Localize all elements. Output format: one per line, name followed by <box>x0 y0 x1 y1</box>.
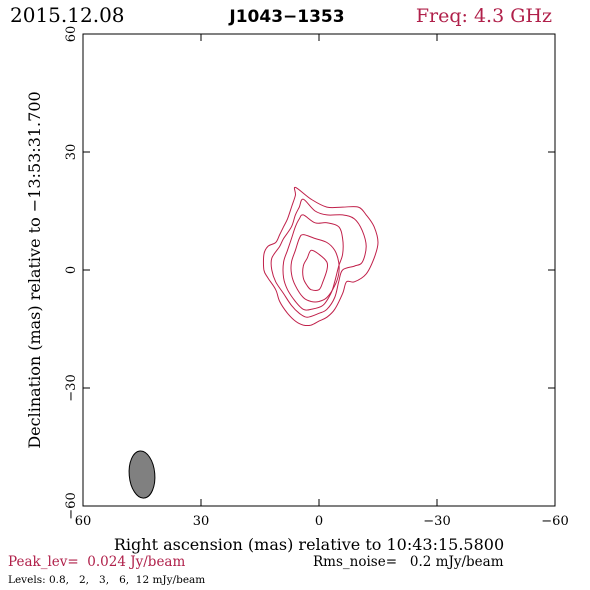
header-source-name: J1043−1353 <box>228 7 344 27</box>
axis-ticks <box>82 33 556 507</box>
x-tick-label: 30 <box>193 514 210 529</box>
plot-frame <box>82 33 556 507</box>
header-date: 2015.12.08 <box>10 3 125 27</box>
peak-level-text: Peak_lev= 0.024 Jy/beam <box>8 554 185 570</box>
contour-level-1 <box>262 186 379 327</box>
axis-tick-labels: 60 30 0 −30 −60 −60 −30 0 30 60 <box>64 26 569 529</box>
beam-shape <box>128 450 156 499</box>
contour-levels-text: Levels: 0.8, 2, 3, 6, 12 mJy/beam <box>8 574 205 586</box>
beam-ellipse <box>128 450 156 499</box>
x-tick-label: 0 <box>315 514 323 529</box>
x-tick-label: −30 <box>423 514 450 529</box>
rms-noise-text: Rms_noise= 0.2 mJy/beam <box>313 554 504 570</box>
x-axis-label: Right ascension (mas) relative to 10:43:… <box>114 535 504 554</box>
y-tick-label: 0 <box>64 266 79 274</box>
header-frequency: Freq: 4.3 GHz <box>416 5 552 27</box>
y-axis-label: Declination (mas) relative to −13:53:31.… <box>25 91 44 448</box>
contour-level-2 <box>270 198 367 318</box>
y-tick-label: 60 <box>64 26 79 43</box>
y-tick-label: 30 <box>64 144 79 161</box>
y-tick-label: −60 <box>64 492 79 519</box>
contour-lines <box>262 186 379 327</box>
contour-level-3 <box>282 214 344 311</box>
x-tick-label: 60 <box>75 514 92 529</box>
contour-level-5 <box>302 249 329 291</box>
contour-level-4 <box>290 234 340 303</box>
x-tick-label: −60 <box>541 514 568 529</box>
y-tick-label: −30 <box>64 374 79 401</box>
